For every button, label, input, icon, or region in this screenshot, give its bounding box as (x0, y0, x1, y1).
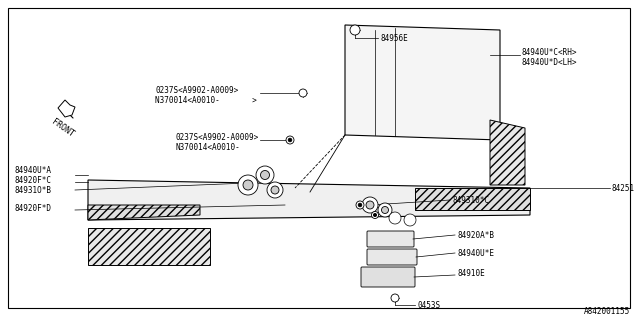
Polygon shape (345, 25, 500, 140)
Circle shape (366, 201, 374, 209)
Circle shape (404, 214, 416, 226)
Polygon shape (490, 120, 525, 185)
Text: 0237S<A9902-A0009>: 0237S<A9902-A0009> (175, 132, 259, 141)
Text: 84920F*C: 84920F*C (14, 175, 51, 185)
Text: 84956E: 84956E (380, 34, 408, 43)
Text: 84940U*C<RH>: 84940U*C<RH> (522, 47, 577, 57)
Text: 84920F*D: 84920F*D (14, 204, 51, 212)
Circle shape (271, 186, 279, 194)
Polygon shape (295, 206, 309, 216)
Circle shape (267, 182, 283, 198)
Text: A842001155: A842001155 (584, 308, 630, 316)
Circle shape (256, 166, 274, 184)
Text: N370014<A0010-: N370014<A0010- (175, 142, 240, 151)
Circle shape (391, 294, 399, 302)
Circle shape (350, 25, 360, 35)
FancyBboxPatch shape (361, 267, 415, 287)
Circle shape (286, 136, 294, 144)
Polygon shape (415, 188, 530, 210)
Text: 84940U*E: 84940U*E (457, 249, 494, 258)
Polygon shape (58, 100, 75, 117)
Circle shape (288, 138, 292, 142)
Text: FRONT: FRONT (50, 117, 76, 139)
Circle shape (373, 213, 376, 217)
Text: 849310*C: 849310*C (452, 196, 489, 204)
Text: 84920A*B: 84920A*B (457, 230, 494, 239)
FancyBboxPatch shape (367, 249, 417, 265)
Circle shape (299, 89, 307, 97)
Polygon shape (285, 193, 302, 204)
Circle shape (260, 171, 269, 180)
Circle shape (362, 197, 378, 213)
Circle shape (389, 212, 401, 224)
Circle shape (381, 206, 388, 213)
Polygon shape (88, 180, 530, 220)
Circle shape (371, 212, 378, 219)
Circle shape (358, 203, 362, 207)
Circle shape (243, 180, 253, 190)
Text: 0453S: 0453S (417, 300, 440, 309)
Polygon shape (88, 228, 210, 265)
Text: 84251: 84251 (612, 183, 635, 193)
Text: 84940U*D<LH>: 84940U*D<LH> (522, 58, 577, 67)
Circle shape (238, 175, 258, 195)
Polygon shape (88, 205, 200, 220)
Text: 84931O*B: 84931O*B (14, 186, 51, 195)
Circle shape (356, 201, 364, 209)
Text: 84910E: 84910E (457, 268, 484, 277)
Text: N370014<A0010-       >: N370014<A0010- > (155, 95, 257, 105)
Text: 84940U*A: 84940U*A (14, 165, 51, 174)
FancyBboxPatch shape (367, 231, 414, 247)
Circle shape (378, 203, 392, 217)
Text: 0237S<A9902-A0009>: 0237S<A9902-A0009> (155, 85, 238, 94)
